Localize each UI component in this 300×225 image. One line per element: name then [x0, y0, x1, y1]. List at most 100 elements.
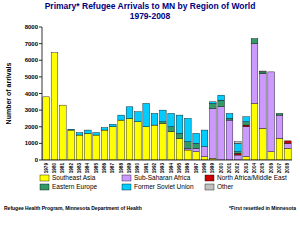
legend-swatch	[40, 184, 49, 190]
bar-segment	[168, 113, 175, 126]
bar-segment	[60, 105, 67, 160]
x-axis	[42, 160, 292, 161]
bar-segment	[85, 130, 92, 133]
bar-segment	[93, 133, 100, 135]
bar-segment	[260, 71, 267, 73]
bar-segment	[185, 148, 192, 150]
x-tick-label: 1993	[160, 163, 165, 174]
x-tick-label: 1995	[177, 163, 182, 174]
bar-segment	[126, 107, 133, 119]
x-tick-label: 1987	[110, 163, 115, 174]
bar-segment	[268, 72, 275, 152]
x-tick-label: 2000	[219, 163, 224, 174]
bar-segment	[143, 103, 150, 126]
x-tick-label: 2008	[285, 163, 290, 174]
bar-segment	[276, 138, 283, 160]
legend-swatch	[205, 184, 214, 190]
bar-segment	[285, 141, 292, 143]
bar-segment	[193, 143, 200, 148]
bar-segment	[51, 53, 58, 160]
bar-segment	[260, 128, 267, 160]
title: Primary* Refugee Arrivals to MN by Regio…	[45, 1, 256, 11]
bar-segment	[68, 130, 75, 160]
x-tick-label: 1999	[210, 163, 215, 174]
x-tick-label: 1980	[52, 163, 57, 174]
footnote: *First resettled in Minnesota	[229, 205, 296, 211]
x-tick-label: 1984	[85, 163, 90, 174]
bar-segment	[226, 118, 233, 120]
bar-segment	[135, 112, 142, 122]
bar-segment	[235, 143, 242, 151]
bar-segment	[160, 122, 167, 124]
bar-segment	[160, 110, 167, 122]
bar-segment	[110, 124, 117, 126]
bar-segment	[235, 155, 242, 160]
bar-segment	[201, 147, 208, 157]
bar-segment	[260, 74, 267, 129]
legend-swatch	[122, 175, 131, 181]
bar-segment	[185, 118, 192, 141]
bar-segment	[43, 97, 50, 160]
bar-segment	[176, 138, 183, 160]
bar-segment	[160, 123, 167, 160]
x-tick-label: 1996	[185, 163, 190, 174]
x-tick-label: 1992	[152, 163, 157, 174]
y-tick-label: 3000	[25, 107, 39, 113]
y-tick	[39, 110, 42, 111]
bar-segment	[185, 150, 192, 160]
bar-segment	[276, 115, 283, 138]
bar-segment	[143, 127, 150, 160]
y-axis-label: Number of arrivals	[5, 62, 12, 124]
bar-segment	[118, 115, 125, 120]
bar-segment	[76, 133, 83, 135]
y-tick-label: 6000	[25, 57, 39, 63]
legend-label: Southeast Asia	[52, 174, 96, 181]
bar-segment	[110, 127, 117, 160]
y-tick	[39, 76, 42, 77]
bar-segment	[235, 152, 242, 154]
subtitle: 1979-2008	[130, 11, 171, 21]
bar-segment	[176, 115, 183, 133]
x-tick-label: 2007	[277, 163, 282, 174]
bar-segment	[185, 142, 192, 149]
bar-segment	[193, 148, 200, 151]
bar-segment	[218, 95, 225, 100]
x-tick-label: 1994	[169, 163, 174, 174]
x-tick-label: 1991	[144, 163, 149, 174]
bar-segment	[260, 72, 267, 74]
bar-segment	[243, 125, 250, 127]
bar-segment	[235, 153, 242, 155]
bar-segment	[235, 142, 242, 144]
bar-segment	[135, 122, 142, 160]
legend-label: Other	[217, 183, 234, 190]
x-tick-label: 2006	[269, 163, 274, 174]
x-tick-label: 1979	[44, 163, 49, 174]
bar-segment	[76, 135, 83, 160]
source-note: Refugee Health Program, Minnesota Depart…	[4, 205, 142, 211]
y-tick	[39, 60, 42, 61]
bar-segment	[85, 133, 92, 160]
bar-segment	[251, 103, 258, 160]
bar-segment	[168, 132, 175, 160]
y-tick	[39, 160, 42, 161]
bar-segment	[176, 133, 183, 138]
y-tick-label: 5000	[25, 74, 39, 80]
x-tick-label: 1988	[119, 163, 124, 174]
x-tick-label: 1983	[77, 163, 82, 174]
x-tick-label: 1981	[60, 163, 65, 174]
chart: Primary* Refugee Arrivals to MN by Regio…	[0, 0, 300, 225]
bar-segment	[101, 130, 108, 160]
bar-segment	[218, 107, 225, 160]
bar-segment	[285, 148, 292, 160]
bar-segment	[226, 113, 233, 118]
y-tick-label: 4000	[25, 91, 39, 97]
bar-segment	[68, 129, 75, 131]
bars	[43, 39, 291, 160]
x-tick-label: 2005	[260, 163, 265, 174]
legend-swatch	[40, 175, 49, 181]
bar-segment	[226, 120, 233, 160]
bar-segment	[118, 120, 125, 160]
bar-segment	[285, 143, 292, 148]
bar-segment	[276, 113, 283, 115]
bar-segment	[201, 130, 208, 147]
